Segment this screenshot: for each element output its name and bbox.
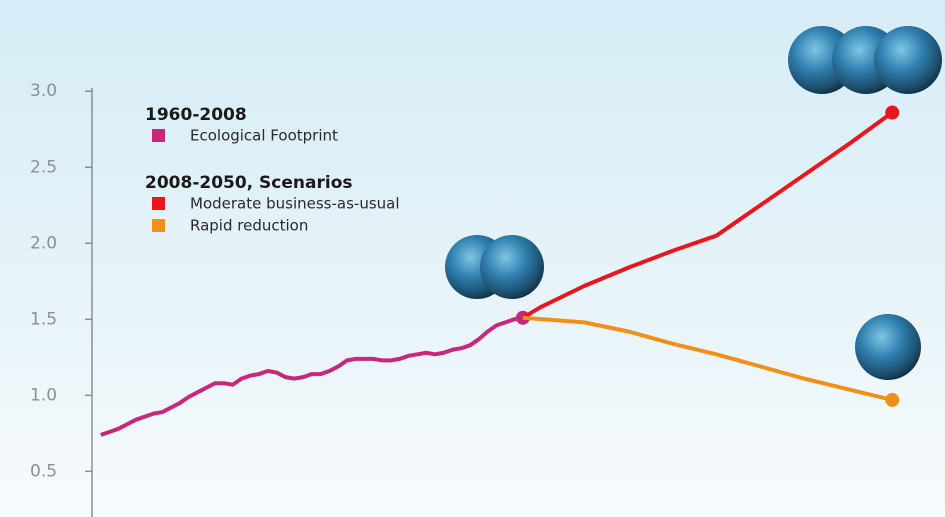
legend-swatch	[152, 197, 165, 210]
y-tick-label: 1.0	[30, 385, 57, 405]
globe-icon	[874, 26, 942, 94]
legend-heading: 1960-2008	[145, 105, 247, 125]
globe-icon	[480, 235, 544, 299]
y-tick-label: 1.5	[30, 309, 57, 329]
legend-label: Moderate business-as-usual	[190, 195, 400, 213]
series-line	[100, 315, 524, 437]
y-tick-label: 2.5	[30, 157, 57, 177]
globes	[445, 26, 942, 380]
legend-label: Ecological Footprint	[190, 127, 338, 145]
globe-icon	[855, 314, 921, 380]
legend: 1960-2008 Ecological Footprint 2008-2050…	[145, 105, 400, 235]
legend-heading: 2008-2050, Scenarios	[145, 173, 353, 193]
legend-label: Rapid reduction	[190, 217, 308, 235]
legend-swatch	[152, 219, 165, 232]
y-tick-label: 0.5	[30, 461, 57, 481]
legend-swatch	[152, 129, 165, 142]
y-tick-label: 3.0	[30, 81, 57, 101]
end-point	[885, 392, 900, 407]
series-line	[521, 110, 894, 320]
y-tick-label: 2.0	[30, 233, 57, 253]
series-line	[522, 315, 893, 402]
end-point	[885, 105, 900, 120]
